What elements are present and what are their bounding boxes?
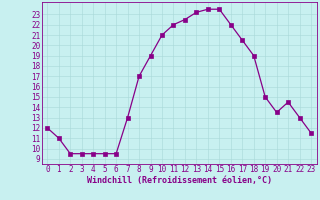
X-axis label: Windchill (Refroidissement éolien,°C): Windchill (Refroidissement éolien,°C) (87, 176, 272, 185)
